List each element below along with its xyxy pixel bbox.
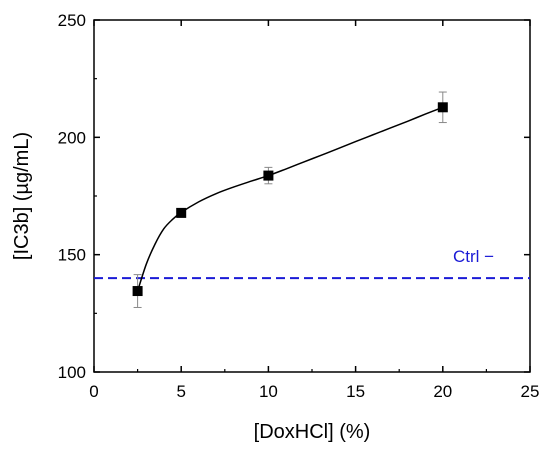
reference-line-label: Ctrl − <box>453 247 494 266</box>
x-tick-label: 15 <box>346 382 365 401</box>
fit-line-group <box>136 106 444 292</box>
x-tick-label: 0 <box>89 382 98 401</box>
data-point <box>176 207 187 218</box>
plot-area <box>93 19 531 373</box>
reference-line-group: Ctrl − <box>94 247 530 280</box>
x-tick-label: 25 <box>521 382 540 401</box>
plot-frame <box>93 19 531 373</box>
y-tick-label: 100 <box>58 363 86 382</box>
data-point <box>437 102 448 113</box>
fit-line <box>136 106 444 292</box>
y-axis: 100 150 200 250 <box>58 11 530 382</box>
data-point <box>263 170 274 181</box>
y-axis-title: [IC3b] (µg/mL) <box>11 132 33 260</box>
data-point <box>132 286 143 297</box>
x-tick-label: 20 <box>433 382 452 401</box>
x-tick-label: 5 <box>176 382 185 401</box>
x-axis-title: [DoxHCl] (%) <box>254 421 371 443</box>
y-tick-label: 200 <box>58 128 86 147</box>
x-tick-label: 10 <box>259 382 278 401</box>
data-points <box>132 102 448 297</box>
x-axis: 0 5 10 15 20 25 <box>89 20 539 401</box>
y-tick-label: 150 <box>58 246 86 265</box>
y-tick-label: 250 <box>58 11 86 30</box>
